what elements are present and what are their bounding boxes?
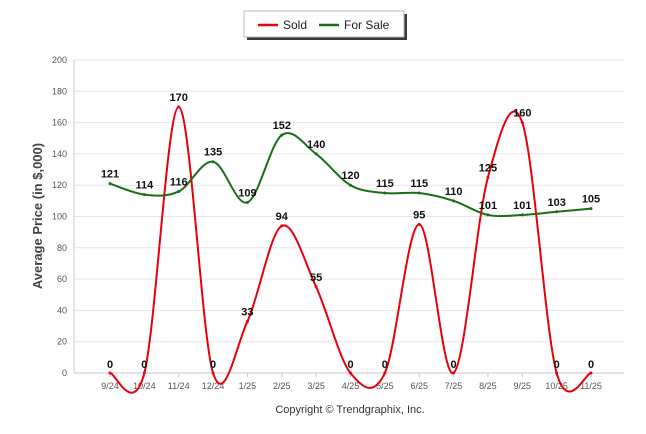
x-tick-label: 12/24: [202, 381, 225, 391]
x-tick-label: 5/25: [376, 381, 394, 391]
series-line-for-sale: [109, 132, 592, 218]
x-tick-label: 9/25: [514, 381, 532, 391]
data-label-for-sale: 135: [204, 147, 222, 159]
x-tick-label: 10/25: [545, 381, 568, 391]
data-point-sold: [383, 371, 387, 375]
data-point-for-sale: [520, 213, 524, 217]
x-tick-label: 10/24: [133, 381, 156, 391]
data-point-sold: [589, 371, 593, 375]
x-tick-label: 7/25: [445, 381, 463, 391]
data-point-for-sale: [211, 160, 215, 164]
data-label-sold: 0: [588, 359, 594, 371]
y-tick-label: 180: [52, 86, 67, 96]
y-tick-label: 0: [62, 368, 67, 378]
data-label-for-sale: 105: [582, 194, 600, 206]
data-label-sold: 0: [347, 359, 353, 371]
x-tick-label: 9/24: [101, 381, 119, 391]
y-tick-label: 120: [52, 180, 67, 190]
data-label-for-sale: 115: [376, 178, 394, 190]
x-tick-label: 11/24: [168, 381, 190, 391]
y-axis-title: Average Price (in $,000): [30, 143, 45, 289]
y-tick-label: 80: [57, 243, 67, 253]
data-point-sold: [555, 371, 559, 375]
data-label-for-sale: 103: [547, 197, 565, 209]
data-label-sold: 170: [170, 92, 188, 104]
data-label-for-sale: 101: [513, 200, 531, 212]
x-tick-label: 6/25: [410, 381, 428, 391]
data-point-for-sale: [383, 191, 387, 195]
data-label-sold: 94: [276, 211, 289, 223]
data-point-for-sale: [280, 133, 284, 137]
data-label-for-sale: 115: [410, 178, 428, 190]
data-point-sold: [142, 371, 146, 375]
data-label-for-sale: 110: [445, 186, 463, 198]
y-tick-label: 100: [52, 212, 67, 222]
data-point-sold: [177, 105, 181, 109]
data-point-for-sale: [142, 193, 146, 197]
data-point-for-sale: [349, 183, 352, 187]
data-label-for-sale: 152: [273, 120, 291, 132]
data-point-for-sale: [314, 152, 318, 156]
data-point-for-sale: [417, 191, 421, 195]
y-tick-label: 60: [57, 274, 67, 284]
x-tick-label: 4/25: [342, 381, 360, 391]
y-tick-label: 140: [52, 149, 67, 159]
y-tick-label: 200: [52, 55, 67, 65]
data-point-for-sale: [452, 199, 456, 203]
data-label-sold: 0: [382, 359, 388, 371]
data-point-sold: [245, 319, 249, 323]
data-point-sold: [417, 222, 421, 226]
data-label-sold: 55: [310, 272, 322, 284]
data-label-for-sale: 120: [341, 170, 359, 182]
data-point-for-sale: [108, 182, 112, 186]
data-label-sold: 0: [554, 359, 560, 371]
x-tick-label: 8/25: [479, 381, 497, 391]
data-label-for-sale: 101: [479, 200, 497, 212]
x-tick-label: 11/25: [580, 381, 602, 391]
data-label-sold: 95: [413, 209, 425, 221]
data-point-sold: [520, 121, 524, 125]
data-label-for-sale: 114: [135, 180, 154, 192]
legend-label-sold: Sold: [283, 18, 307, 32]
series-line-sold: [109, 105, 592, 394]
data-point-sold: [486, 175, 490, 179]
data-point-for-sale: [177, 189, 181, 193]
data-point-for-sale: [245, 200, 249, 204]
series-lines: [108, 105, 593, 394]
legend: Sold For Sale: [243, 10, 407, 40]
data-point-sold: [314, 285, 318, 289]
data-label-for-sale: 140: [307, 139, 325, 151]
x-tick-label: 2/25: [273, 381, 291, 391]
y-tick-label: 40: [57, 305, 67, 315]
data-point-sold: [349, 371, 352, 375]
legend-label-for-sale: For Sale: [344, 18, 390, 32]
copyright-footer: Copyright © Trendgraphix, Inc.: [275, 404, 424, 416]
data-label-sold: 0: [210, 359, 216, 371]
x-tick-label: 1/25: [239, 381, 257, 391]
y-axis-ticks: 0 20 40 60 80 100 120 140 160 180 200: [52, 55, 67, 378]
data-label-sold: 0: [107, 359, 113, 371]
data-label-sold: 0: [451, 359, 457, 371]
data-point-sold: [108, 371, 112, 375]
data-point-sold: [280, 224, 284, 228]
x-tick-label: 3/25: [307, 381, 325, 391]
data-label-for-sale: 116: [170, 176, 188, 188]
data-label-for-sale: 121: [101, 169, 119, 181]
data-label-for-sale: 109: [238, 187, 256, 199]
data-label-sold: 160: [513, 108, 531, 120]
data-label-sold: 0: [141, 359, 147, 371]
y-tick-label: 20: [57, 337, 67, 347]
data-point-for-sale: [589, 207, 593, 211]
data-label-sold: 33: [241, 306, 253, 318]
data-label-sold: 125: [479, 162, 497, 174]
data-point-for-sale: [486, 213, 490, 217]
data-point-sold: [211, 371, 215, 375]
data-point-for-sale: [555, 210, 559, 214]
data-labels: 0 0 170 0 33 94 55 0 0 95 0 125 160 0 0 121 114 116 135 109…: [101, 92, 600, 371]
grid-lines: [73, 59, 624, 374]
data-point-sold: [452, 371, 456, 375]
y-tick-label: 160: [52, 118, 67, 128]
